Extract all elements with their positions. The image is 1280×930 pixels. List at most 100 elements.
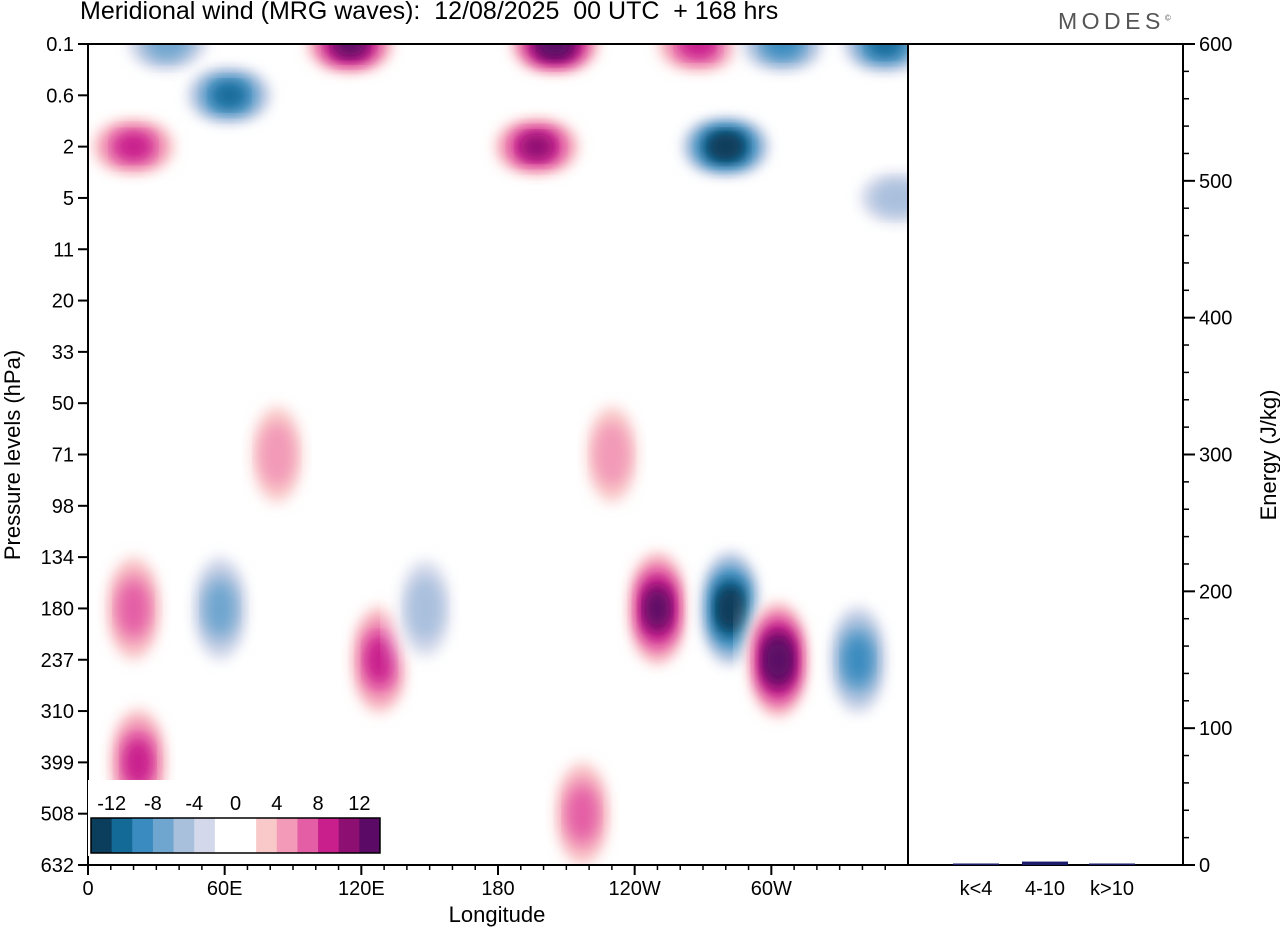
colorbar-swatch	[173, 818, 195, 853]
y-tick-label: 0.1	[46, 34, 74, 56]
energy-category-label: k<4	[960, 878, 993, 900]
heat-contour	[764, 44, 801, 58]
energy-tick-label: 0	[1199, 855, 1210, 877]
energy-panel-frame	[907, 43, 1184, 866]
x-tick-label: 60E	[207, 878, 243, 900]
energy-tick-label: 100	[1199, 718, 1232, 740]
colorbar: -12 -8 -4 0 4 8 12	[88, 780, 383, 856]
heat-feature-21	[245, 390, 310, 519]
y-tick-label: 399	[41, 752, 74, 774]
heat-contour	[205, 582, 236, 635]
heat-feature-4	[506, 44, 603, 76]
heat-feature-7	[677, 114, 774, 179]
heat-contour	[594, 422, 630, 487]
heat-feature-11	[101, 544, 166, 673]
energy-tick-label: 400	[1199, 308, 1232, 330]
x-tick-label: 180	[481, 878, 514, 900]
heat-contour	[711, 135, 740, 158]
energy-tick-label: 300	[1199, 445, 1232, 467]
heat-contour	[407, 576, 443, 641]
colorbar-label: 12	[348, 793, 370, 815]
colorbar-label: -4	[185, 793, 203, 815]
y-tick-label: 20	[52, 291, 74, 313]
x-tick-label: 60W	[751, 878, 792, 900]
energy-tick-label: 500	[1199, 171, 1232, 193]
energy-tick-label: 600	[1199, 34, 1232, 56]
colorbar-label: 0	[230, 793, 241, 815]
heat-feature-0	[119, 44, 216, 76]
heat-contour	[213, 83, 246, 108]
heat-feature-16	[625, 544, 690, 673]
y-axis-title: Pressure levels (hPa)	[0, 350, 25, 560]
heat-feature-22	[550, 749, 615, 865]
heat-contour	[366, 637, 393, 683]
heat-contour	[719, 591, 742, 626]
y-tick-label: 310	[41, 701, 74, 723]
y-tick-label: 0.6	[46, 85, 74, 107]
colorbar-swatch	[256, 818, 278, 853]
energy-tick-label: 200	[1199, 581, 1232, 603]
colorbar-swatch	[111, 818, 133, 853]
heat-feature-18	[746, 595, 811, 724]
heat-contour	[844, 637, 872, 683]
colorbar-swatch	[132, 818, 154, 853]
energy-bar	[1089, 863, 1135, 865]
heat-feature-1	[181, 63, 278, 128]
y-tick-label: 33	[52, 342, 74, 364]
colorbar-swatch	[359, 818, 381, 853]
colorbar-label: 4	[271, 793, 282, 815]
colorbar-swatch	[276, 818, 298, 853]
heat-contour	[115, 133, 152, 161]
heat-contour	[567, 787, 598, 840]
energy-category-label: k>10	[1090, 878, 1134, 900]
y-tick-label: 11	[53, 239, 74, 261]
colorbar-swatch	[338, 818, 360, 853]
colorbar-label: 8	[313, 793, 324, 815]
x-tick-label: 120W	[609, 878, 661, 900]
y-tick-label: 98	[52, 496, 74, 518]
heatmap-frame	[87, 43, 909, 866]
heat-contour	[767, 642, 790, 677]
colorbar-swatch	[235, 818, 257, 853]
colorbar-swatch	[297, 818, 319, 853]
y-tick-label: 632	[41, 855, 74, 877]
heat-feature-8	[734, 44, 831, 76]
pressure-axis: 0.1 0.6 2 5 11 20 33 50 71 98 134 180 237 310 399 508 63…	[41, 34, 88, 877]
copyright-mark: ©	[1164, 13, 1171, 23]
heat-feature-6	[650, 44, 747, 76]
heat-feature-3	[88, 114, 182, 179]
y-tick-label: 237	[41, 650, 74, 672]
heat-feature-9	[837, 44, 908, 76]
heat-contour	[124, 739, 152, 785]
heat-feature-19	[825, 595, 890, 724]
y-tick-label: 180	[41, 598, 74, 620]
right-axis-title: Energy (J/kg)	[1256, 390, 1280, 521]
energy-category-label: 4-10	[1025, 878, 1065, 900]
colorbar-border	[90, 817, 381, 854]
heat-feature-15	[393, 544, 458, 673]
x-tick-label: 120E	[338, 878, 385, 900]
x-tick-label: 0	[82, 878, 93, 900]
chart-title: Meridional wind (MRG waves): 12/08/2025 …	[80, 0, 779, 25]
heat-contour	[520, 134, 553, 159]
heat-contour	[645, 590, 669, 627]
y-tick-label: 50	[52, 393, 74, 415]
logo-text: MODES	[1058, 8, 1165, 34]
energy-bar	[953, 863, 999, 865]
energy-axis: 0 100 200 300 400 500 600	[1183, 34, 1232, 877]
colorbar-swatch	[318, 818, 340, 853]
heat-contour	[541, 44, 569, 55]
heatmap-field	[88, 44, 908, 865]
y-tick-label: 2	[63, 137, 74, 159]
heat-feature-13	[188, 544, 253, 673]
heat-contour	[680, 44, 717, 58]
colorbar-swatch	[214, 818, 236, 853]
heat-feature-10	[848, 165, 908, 230]
heat-feature-20	[579, 390, 644, 519]
colorbar-swatch	[194, 818, 216, 853]
energy-bar	[1022, 861, 1068, 865]
y-tick-label: 71	[52, 445, 74, 467]
heat-contour	[869, 44, 902, 57]
modes-logo: MODES©	[1058, 8, 1171, 35]
heat-contour	[259, 422, 295, 487]
